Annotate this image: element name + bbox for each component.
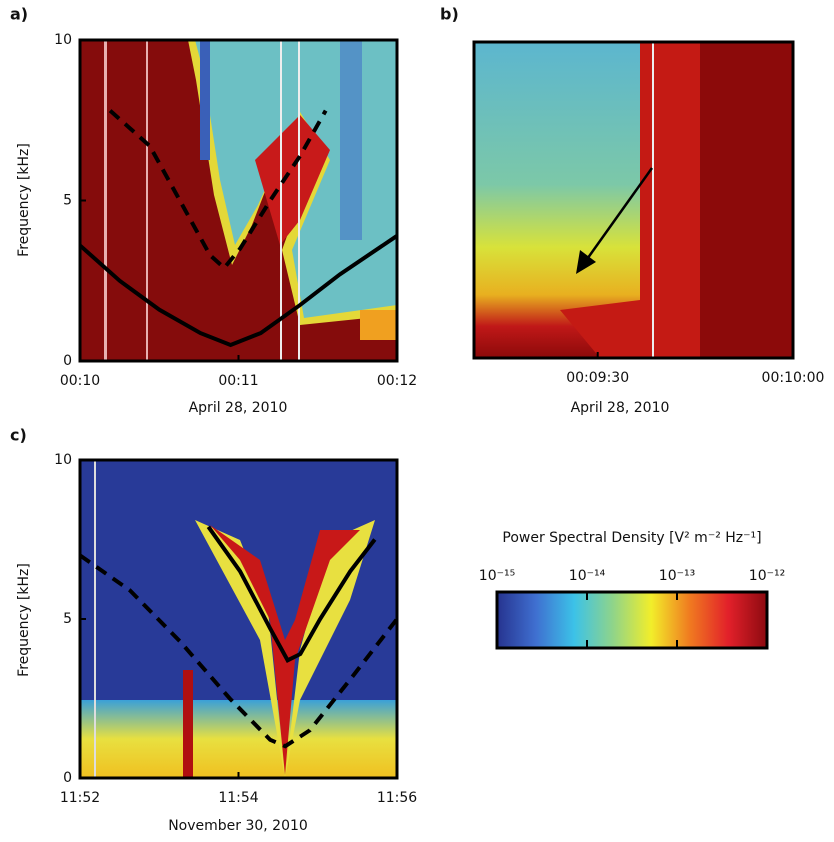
x-axis-label: November 30, 2010 <box>168 818 308 834</box>
colorbar-tick-label: 10⁻¹² <box>749 568 785 584</box>
curve <box>78 553 399 749</box>
colorbar-tick-label: 10⁻¹⁴ <box>569 568 606 584</box>
x-tick-label: 00:11 <box>218 373 258 389</box>
frame <box>472 40 795 360</box>
x-tick-label: 11:56 <box>377 790 417 806</box>
panel-label: c) <box>10 426 27 445</box>
y-tick-label: 10 <box>54 452 72 468</box>
y-tick-label: 5 <box>63 611 72 627</box>
curve <box>78 234 399 348</box>
x-tick-label: 11:52 <box>60 790 100 806</box>
panel-label: a) <box>10 5 28 24</box>
x-axis-label: April 28, 2010 <box>571 400 670 416</box>
y-tick-label: 0 <box>63 770 72 786</box>
spectrogram-b <box>474 42 793 358</box>
x-tick-label: 00:10 <box>60 373 100 389</box>
spectrogram-a <box>80 40 397 361</box>
y-tick-label: 10 <box>54 32 72 48</box>
spectrogram-c <box>80 460 397 778</box>
x-axis-label: April 28, 2010 <box>189 400 288 416</box>
x-tick-label: 11:54 <box>218 790 258 806</box>
curve <box>206 525 377 663</box>
y-tick-label: 0 <box>63 353 72 369</box>
panel-label: b) <box>440 5 459 24</box>
y-axis-label: Frequency [kHz] <box>16 143 32 257</box>
arrow <box>583 167 654 263</box>
x-tick-label: 00:09:30 <box>566 370 629 386</box>
y-axis-label: Frequency [kHz] <box>16 563 32 677</box>
colorbar-tick-label: 10⁻¹³ <box>659 568 695 584</box>
colorbar-title: Power Spectral Density [V² m⁻² Hz⁻¹] <box>502 530 761 546</box>
arrow-head <box>576 250 596 274</box>
colorbar <box>495 590 769 650</box>
y-tick-label: 5 <box>63 193 72 209</box>
x-tick-label: 00:10:00 <box>762 370 825 386</box>
colorbar-tick-label: 10⁻¹⁵ <box>479 568 515 584</box>
x-tick-label: 00:12 <box>377 373 417 389</box>
